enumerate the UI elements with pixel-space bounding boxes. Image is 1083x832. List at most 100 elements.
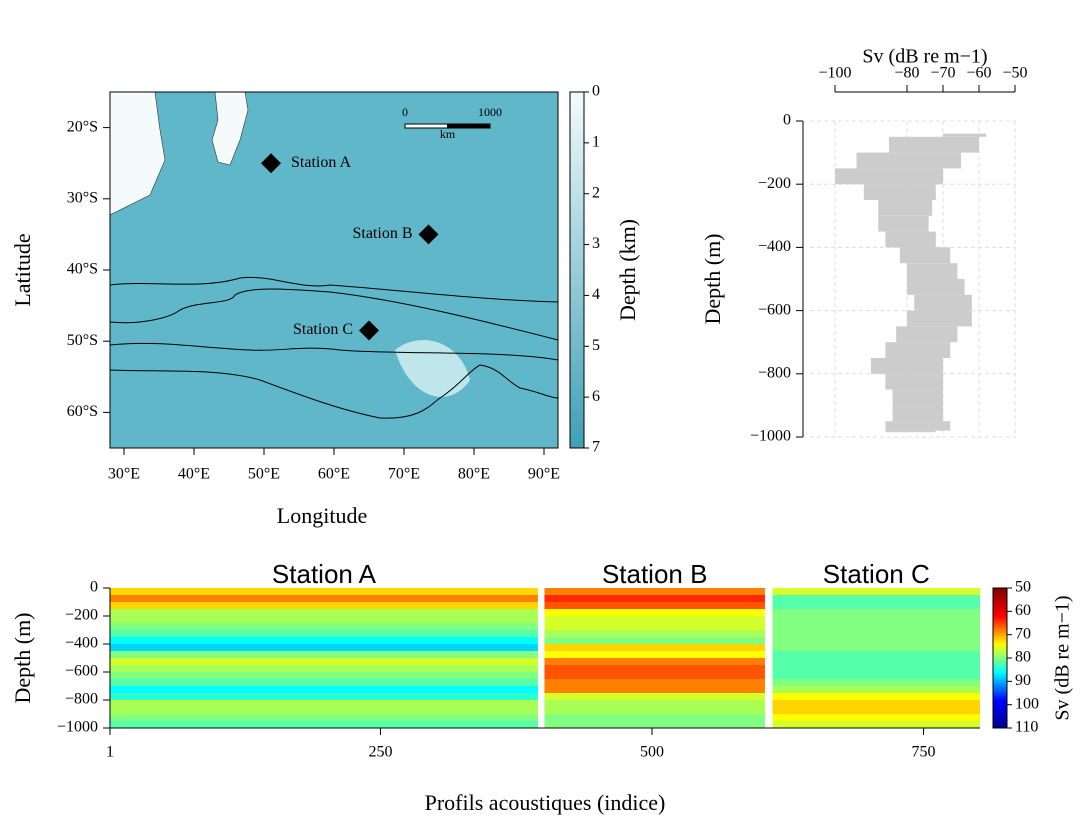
colorbar-cell [570, 442, 584, 449]
y-axis-label: Latitude [10, 233, 35, 306]
heatmap-cell [772, 707, 980, 715]
heatmap-cell [544, 602, 765, 610]
x-tick-label: 90°E [528, 466, 560, 483]
colorbar-cell [570, 175, 584, 182]
colorbar-cell [570, 347, 584, 354]
heatmap-cell [110, 588, 538, 596]
colorbar-cell [993, 599, 1007, 603]
y-tick-label: −400 [758, 238, 791, 255]
x-tick-label: 60°E [318, 466, 350, 483]
colorbar-cell [993, 588, 1007, 591]
colorbar-cell [570, 293, 584, 301]
station-label: Station B [352, 225, 412, 242]
heatmap-cell [772, 693, 980, 701]
colorbar-cell [993, 644, 1007, 647]
colorbar-cell [570, 305, 584, 313]
front [110, 276, 558, 303]
colorbar-cell [993, 646, 1007, 650]
heatmap-cell [544, 686, 765, 694]
profile-band [871, 358, 943, 374]
y-axis-label: Depth (m) [10, 612, 35, 703]
colorbar-cell [570, 151, 584, 158]
colorbar-tick-label: 70 [1015, 625, 1031, 642]
heatmap-cell [544, 616, 765, 624]
profile-band [856, 152, 961, 169]
colorbar-cell [570, 157, 584, 164]
heatmap-cell [772, 665, 980, 673]
colorbar-cell [993, 592, 1007, 596]
colorbar-cell [570, 258, 584, 265]
y-tick-label: 0 [90, 579, 98, 596]
colorbar-cell [993, 609, 1007, 612]
colorbar-cell [993, 697, 1007, 701]
colorbar-cell [570, 115, 584, 123]
y-tick-label: −1000 [57, 719, 98, 736]
heatmap-cell [110, 630, 538, 638]
colorbar-cell [993, 641, 1007, 645]
x-tick-label: 750 [912, 744, 936, 761]
x-tick-label: −100 [818, 65, 851, 82]
colorbar-cell [993, 672, 1007, 675]
colorbar-cell [993, 679, 1007, 682]
colorbar-cell [570, 394, 584, 402]
scale-bar-unit: km [440, 127, 456, 141]
colorbar-cell [570, 121, 584, 129]
x-tick-label: −80 [894, 65, 919, 82]
profile-band [885, 342, 951, 358]
colorbar-cell [993, 611, 1007, 615]
profile-band [885, 430, 936, 433]
heatmap-cell [110, 651, 538, 659]
colorbar-cell [993, 674, 1007, 678]
colorbar-cell [570, 228, 584, 235]
x-axis-label: Longitude [277, 503, 367, 528]
colorbar-tick-label: 110 [1015, 719, 1038, 736]
front [110, 342, 558, 361]
y-tick-label: −600 [65, 663, 98, 680]
colorbar-cell [993, 718, 1007, 722]
profile-band [907, 310, 972, 327]
y-tick-label: −200 [65, 607, 98, 624]
colorbar-tick-label: 90 [1015, 672, 1031, 689]
colorbar-cell [993, 648, 1007, 652]
colorbar-cell [570, 317, 584, 324]
colorbar-cell [993, 676, 1007, 680]
colorbar-cell [570, 192, 584, 200]
colorbar-cell [993, 695, 1007, 699]
colorbar-cell [993, 651, 1007, 654]
x-tick-label: 50°E [248, 466, 280, 483]
y-axis-label: Depth (m) [700, 233, 725, 324]
profile-band [878, 215, 929, 232]
colorbar-tick-label: 100 [1015, 695, 1039, 712]
colorbar-cell [570, 198, 584, 206]
colorbar-cell [570, 264, 584, 271]
y-tick-label: 20°S [67, 118, 98, 135]
heatmap-cell [544, 651, 765, 659]
front [110, 288, 558, 341]
heatmap-cell [110, 707, 538, 715]
colorbar-cell [570, 370, 584, 378]
profile-band [914, 294, 972, 311]
colorbar-cell [570, 359, 584, 366]
heatmap-cell [110, 700, 538, 708]
colorbar-frame [569, 91, 585, 449]
heatmap-cell [544, 679, 765, 687]
x-tick-label: 1 [106, 744, 114, 761]
heatmap-cell [544, 588, 765, 596]
x-tick-label: 70°E [388, 466, 420, 483]
y-tick-label: −600 [758, 301, 791, 318]
heatmap-cell [544, 700, 765, 708]
scale-bar-label: 1000 [478, 105, 502, 119]
colorbar-cell [570, 382, 584, 390]
heatmap-cell [544, 630, 765, 638]
colorbar-cell [993, 634, 1007, 638]
colorbar-cell [570, 97, 584, 105]
colorbar-tick-label: 5 [592, 337, 600, 354]
heatmap-cell [544, 658, 765, 666]
heatmap-cell [544, 637, 765, 645]
colorbar-cell [993, 613, 1007, 617]
colorbar-cell [993, 702, 1007, 706]
heatmap-cell [110, 595, 538, 603]
colorbar-cell [570, 335, 584, 342]
